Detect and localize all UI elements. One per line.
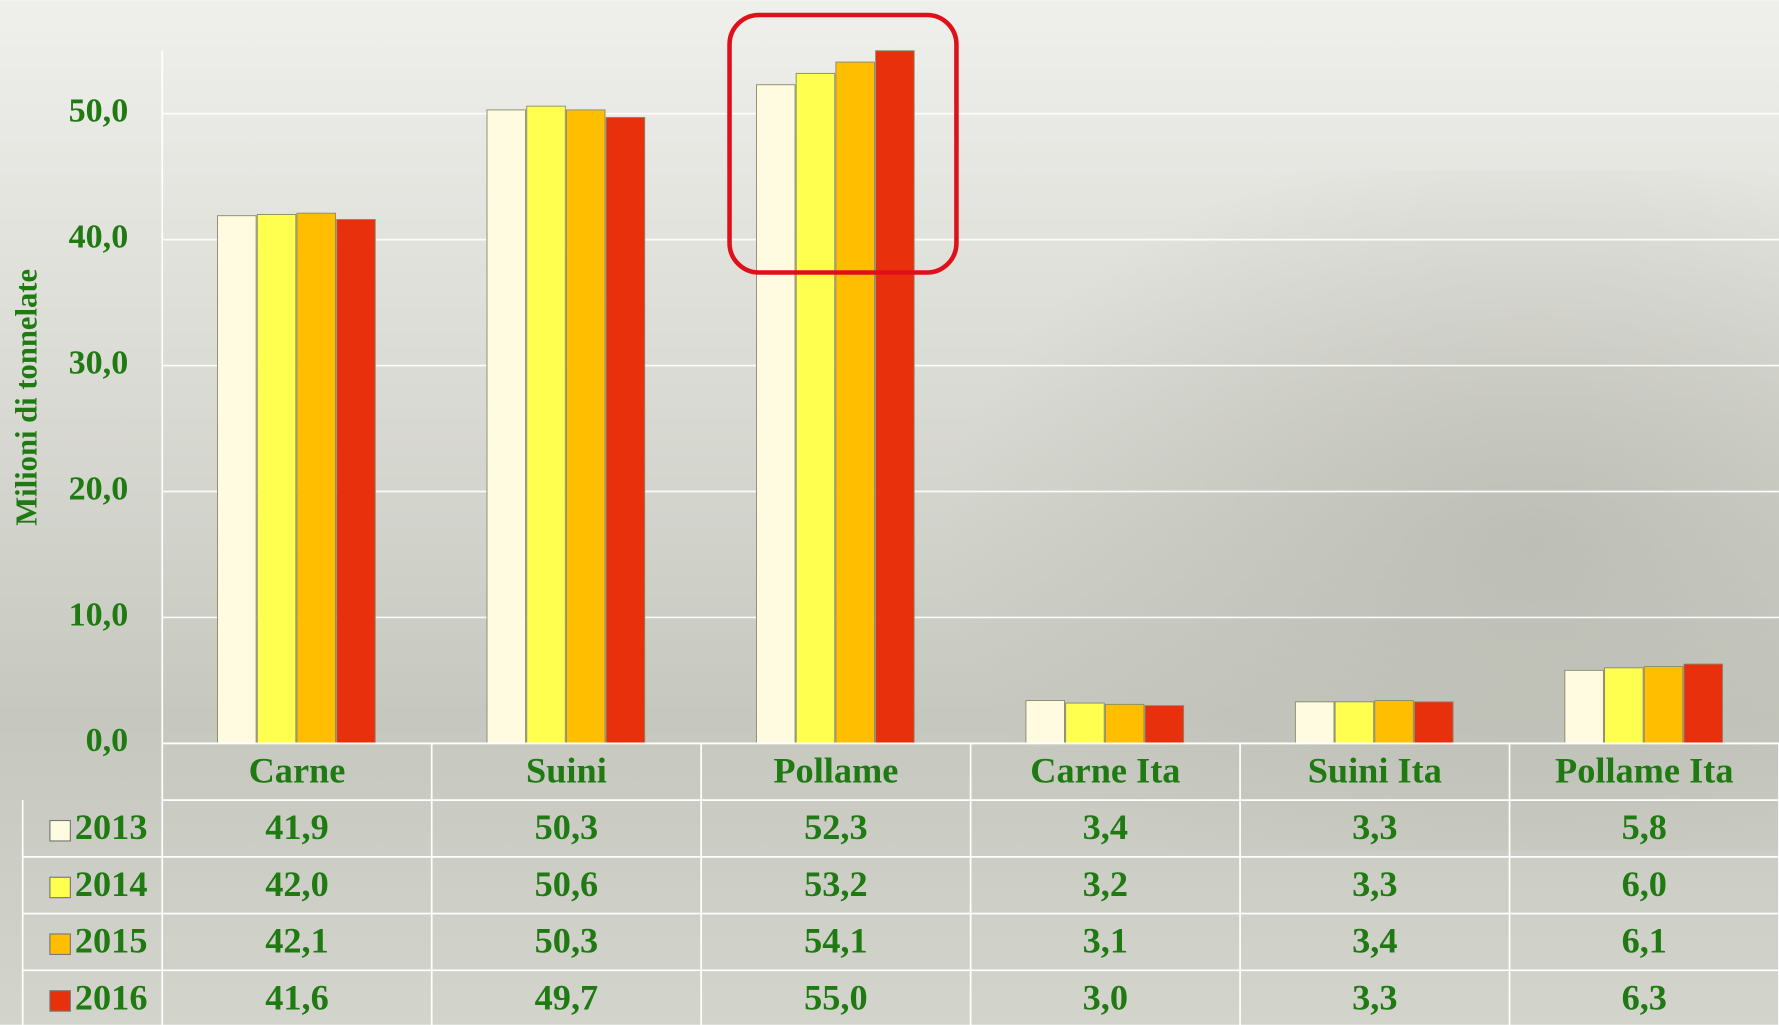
table-value: 3,2 [1083, 864, 1128, 904]
table-value: 41,9 [265, 807, 329, 847]
table-value: 42,1 [265, 921, 329, 961]
bar [1415, 702, 1454, 744]
table-value: 6,3 [1622, 977, 1667, 1017]
bar [218, 216, 257, 744]
bar [337, 219, 376, 743]
table-value: 3,3 [1352, 807, 1397, 847]
table-value: 54,1 [804, 921, 868, 961]
bar [1105, 704, 1144, 743]
table-value: 53,2 [804, 864, 868, 904]
legend-swatch [50, 877, 70, 897]
bar [1644, 667, 1683, 744]
y-tick-label: 40,0 [69, 218, 129, 255]
bar [1145, 706, 1184, 744]
table-value: 6,0 [1622, 864, 1667, 904]
table-value: 3,3 [1352, 977, 1397, 1017]
x-tick-label: Carne [249, 750, 346, 790]
legend-swatch [50, 821, 70, 841]
y-tick-label: 30,0 [69, 344, 129, 381]
bar [1295, 702, 1334, 744]
table-value: 3,3 [1352, 864, 1397, 904]
x-tick-label: Pollame Ita [1555, 750, 1733, 790]
bar [1605, 668, 1644, 744]
x-tick-label: Carne Ita [1030, 750, 1180, 790]
legend-label: 2016 [75, 977, 148, 1017]
bar [606, 117, 645, 743]
background-hill [794, 170, 1779, 851]
bar [1026, 701, 1065, 744]
page: {"chart_data": { "type": "bar", "y_label… [0, 0, 1779, 1025]
x-tick-label: Suini [526, 750, 607, 790]
bar [836, 62, 875, 743]
table-value: 3,0 [1083, 977, 1128, 1017]
legend-swatch [50, 991, 70, 1011]
bar [1066, 703, 1105, 743]
chart: 0,0 10,0 20,0 30,0 40,0 50,0 Carne Suini Pollam… [0, 0, 1779, 1025]
bar [1684, 664, 1723, 743]
legend-label: 2013 [75, 807, 148, 847]
table-value: 41,6 [265, 977, 329, 1017]
table-value: 52,3 [804, 807, 868, 847]
y-tick-label: 10,0 [69, 596, 129, 633]
y-tick-label: 20,0 [69, 470, 129, 507]
table-value: 50,3 [535, 921, 599, 961]
legend-label: 2015 [75, 921, 148, 961]
legend-swatch [50, 934, 70, 954]
table-value: 6,1 [1622, 921, 1667, 961]
bar [257, 214, 296, 743]
table-value: 50,6 [535, 864, 599, 904]
bar [297, 213, 336, 743]
legend-label: 2014 [75, 864, 148, 904]
table-value: 5,8 [1622, 807, 1667, 847]
table-value: 50,3 [535, 807, 599, 847]
y-tick-label: 50,0 [69, 93, 129, 130]
bar [756, 85, 795, 744]
table-value: 42,0 [265, 864, 329, 904]
table-value: 3,1 [1083, 921, 1128, 961]
table-value: 3,4 [1083, 807, 1128, 847]
bar [1565, 670, 1604, 743]
bar [796, 73, 835, 743]
table-value: 3,4 [1352, 921, 1397, 961]
table-value: 49,7 [535, 977, 599, 1017]
x-tick-label: Suini Ita [1308, 750, 1442, 790]
bar [566, 110, 605, 743]
x-tick-label: Pollame [773, 750, 898, 790]
bar [487, 110, 526, 743]
bar [876, 51, 915, 744]
bar [527, 106, 566, 743]
bar [1375, 701, 1414, 744]
bar [1335, 702, 1374, 744]
y-axis-title: Milioni di tonnelate [10, 269, 44, 526]
table-value: 55,0 [804, 977, 868, 1017]
y-tick-label: 0,0 [86, 722, 129, 759]
